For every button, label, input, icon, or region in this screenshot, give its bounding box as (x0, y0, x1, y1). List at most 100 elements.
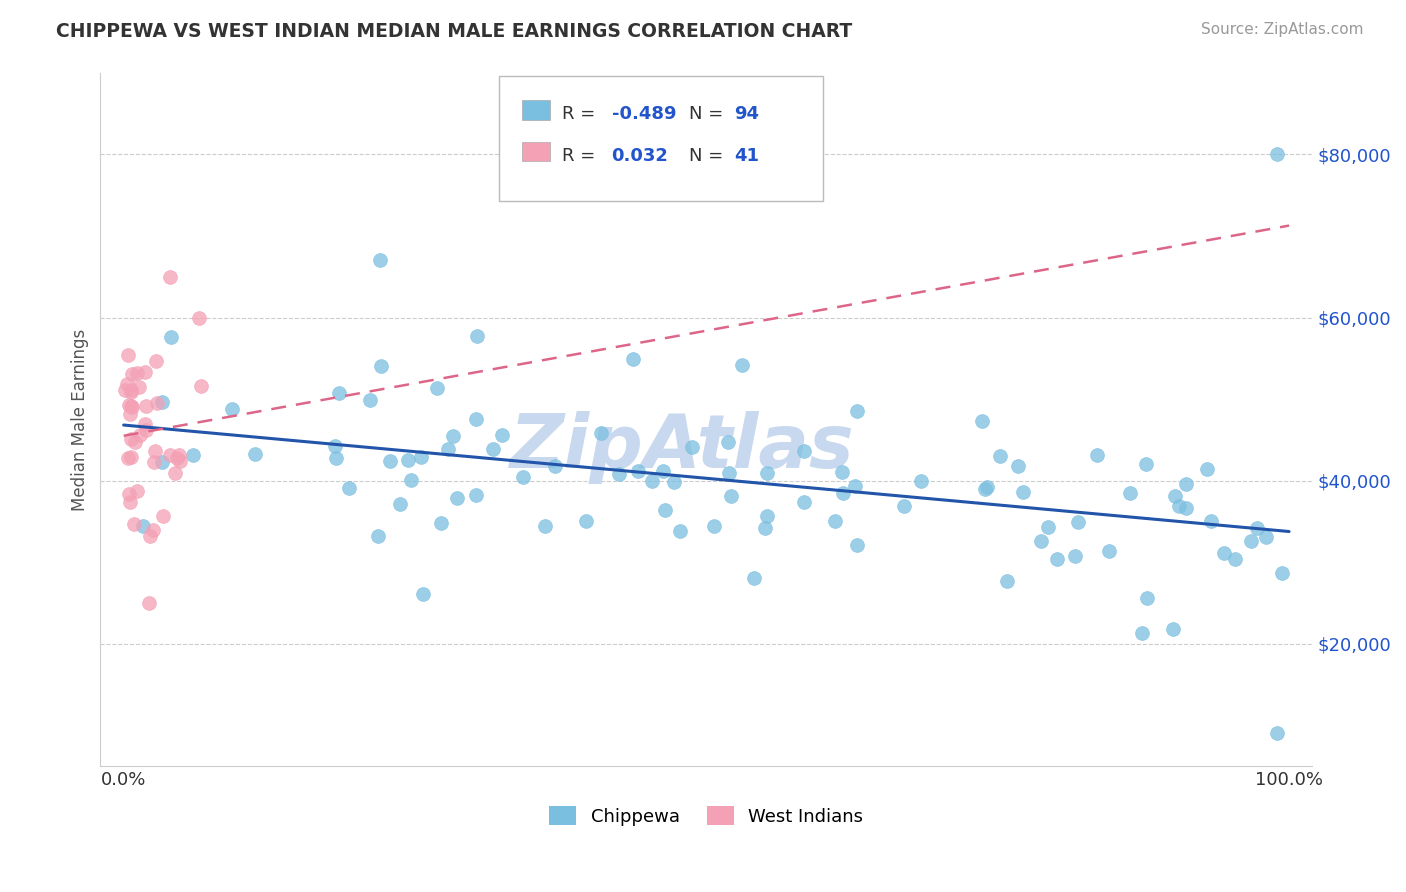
Point (118, 398, 141, 412)
Point (325, 439, 347, 453)
Point (1161, 623, 1184, 637)
Point (134, 417, 156, 431)
Point (1036, 520, 1059, 534)
Point (651, 464, 673, 478)
Point (844, 479, 866, 493)
Point (441, 428, 464, 442)
Point (167, 448, 190, 462)
Point (243, 447, 266, 461)
Point (995, 574, 1018, 588)
Point (121, 400, 143, 414)
Point (893, 500, 915, 514)
Point (1174, 476, 1197, 491)
Point (464, 488, 486, 502)
Point (359, 393, 381, 408)
Text: R =: R = (562, 147, 602, 165)
Point (446, 491, 468, 505)
Point (1007, 458, 1029, 473)
Point (1046, 551, 1069, 566)
Point (146, 396, 169, 410)
Point (793, 495, 815, 509)
Point (575, 514, 598, 528)
Point (190, 379, 212, 393)
Point (465, 329, 488, 343)
Point (1246, 521, 1268, 535)
Point (482, 442, 505, 457)
Point (135, 399, 157, 413)
Text: 41: 41 (734, 147, 759, 165)
Point (973, 483, 995, 497)
Point (1136, 591, 1159, 606)
Point (534, 518, 557, 533)
Point (166, 451, 188, 466)
Point (337, 481, 360, 495)
Point (1212, 546, 1234, 560)
Point (412, 587, 434, 601)
Point (1223, 552, 1246, 566)
Point (591, 426, 613, 441)
Point (370, 359, 392, 374)
Point (1175, 501, 1198, 516)
Point (756, 509, 779, 524)
Point (124, 434, 146, 449)
Point (388, 497, 411, 511)
Point (150, 455, 173, 469)
Point (976, 480, 998, 494)
Point (127, 484, 149, 499)
Point (742, 571, 765, 585)
Point (910, 474, 932, 488)
Point (120, 407, 142, 421)
Point (465, 412, 488, 426)
Point (846, 403, 869, 417)
Point (138, 596, 160, 610)
Point (221, 402, 243, 417)
Point (169, 454, 191, 468)
Point (1130, 626, 1153, 640)
Point (1085, 448, 1108, 462)
Point (437, 442, 460, 456)
Point (731, 358, 754, 372)
Point (145, 353, 167, 368)
Point (117, 348, 139, 362)
Point (120, 384, 142, 398)
Point (512, 469, 534, 483)
Point (368, 253, 391, 268)
Point (1201, 515, 1223, 529)
Point (142, 523, 165, 537)
Point (325, 451, 347, 466)
Point (117, 450, 139, 465)
Point (120, 450, 142, 464)
Point (718, 466, 741, 480)
Point (426, 381, 449, 395)
Point (122, 516, 145, 531)
Point (988, 449, 1011, 463)
Point (1167, 500, 1189, 514)
Text: -0.489: -0.489 (612, 105, 676, 123)
Point (188, 310, 211, 325)
Point (152, 509, 174, 524)
Point (831, 486, 853, 500)
Point (831, 465, 853, 479)
Point (159, 448, 181, 462)
Point (1267, 147, 1289, 161)
Point (127, 366, 149, 380)
Point (150, 395, 173, 409)
Point (641, 475, 664, 489)
Point (143, 444, 166, 458)
Point (681, 440, 703, 454)
Text: Source: ZipAtlas.com: Source: ZipAtlas.com (1201, 22, 1364, 37)
Point (409, 450, 432, 465)
Point (669, 524, 692, 538)
Point (970, 413, 993, 427)
Point (1240, 533, 1263, 548)
Point (396, 453, 419, 467)
Point (621, 351, 644, 366)
Point (120, 432, 142, 446)
Text: ZipAtlas: ZipAtlas (510, 410, 855, 483)
Point (1029, 534, 1052, 549)
Point (845, 538, 868, 552)
Point (120, 399, 142, 413)
Point (627, 464, 650, 478)
Point (1267, 726, 1289, 740)
Point (134, 366, 156, 380)
